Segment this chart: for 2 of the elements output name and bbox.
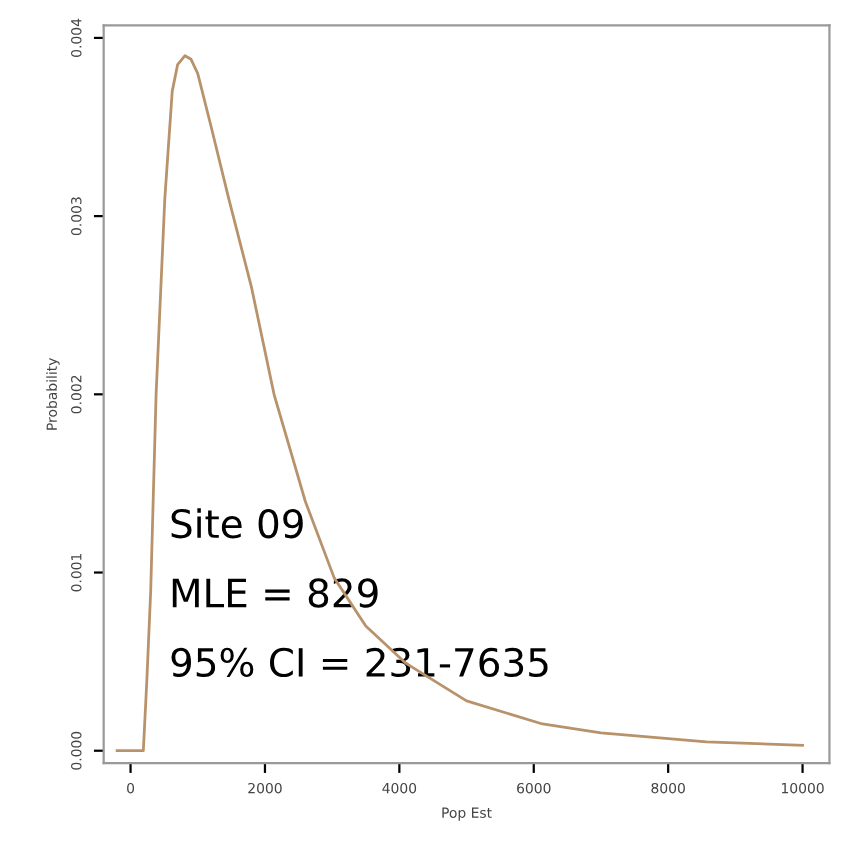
annotation: Site 09 (171, 508, 303, 539)
line-series (115, 54, 804, 753)
